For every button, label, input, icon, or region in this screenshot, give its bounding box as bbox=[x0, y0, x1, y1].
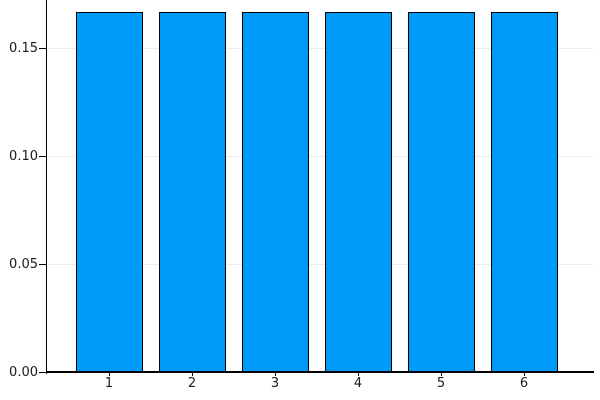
x-tick-label: 4 bbox=[353, 376, 363, 391]
x-axis-line bbox=[46, 371, 594, 373]
x-tick-label: 2 bbox=[187, 376, 197, 391]
bar-4 bbox=[325, 12, 392, 372]
x-tick-mark bbox=[358, 373, 359, 376]
x-tick-mark bbox=[441, 373, 442, 376]
bar-1 bbox=[76, 12, 143, 372]
x-tick-mark bbox=[275, 373, 276, 376]
x-tick-label: 3 bbox=[270, 376, 280, 391]
bar-5 bbox=[408, 12, 475, 372]
y-gridline bbox=[47, 48, 593, 49]
y-tick-mark bbox=[39, 264, 46, 265]
y-tick-label: 0.10 bbox=[9, 149, 38, 164]
x-tick-mark bbox=[524, 373, 525, 376]
y-tick-label: 0.05 bbox=[9, 257, 38, 272]
y-gridline bbox=[47, 264, 593, 265]
y-axis-line bbox=[46, 0, 47, 374]
y-tick-mark bbox=[39, 156, 46, 157]
y-gridline bbox=[47, 156, 593, 157]
y-tick-mark bbox=[39, 48, 46, 49]
y-tick-mark bbox=[39, 372, 46, 373]
x-tick-label: 1 bbox=[104, 376, 114, 391]
bar-2 bbox=[159, 12, 226, 372]
x-tick-label: 5 bbox=[436, 376, 446, 391]
bar-3 bbox=[242, 12, 309, 372]
y-tick-label: 0.00 bbox=[9, 365, 38, 380]
x-tick-mark bbox=[109, 373, 110, 376]
bar-6 bbox=[491, 12, 558, 372]
x-tick-label: 6 bbox=[519, 376, 529, 391]
x-tick-mark bbox=[192, 373, 193, 376]
y-tick-label: 0.15 bbox=[9, 41, 38, 56]
